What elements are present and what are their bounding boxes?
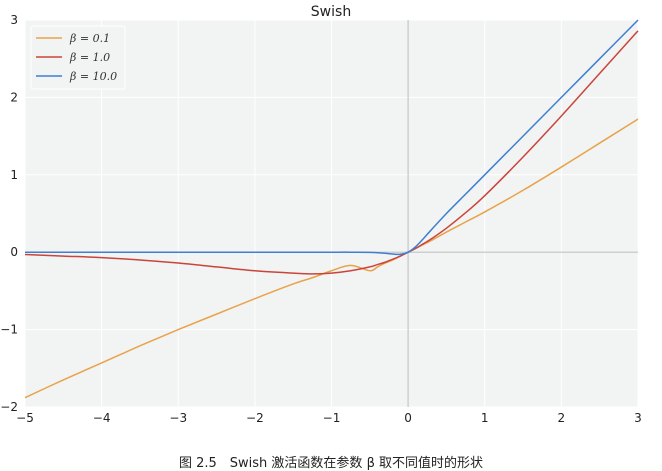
- x-tick-label: −4: [93, 411, 111, 425]
- y-tick-label: −1: [0, 323, 18, 337]
- x-tick-label: −2: [246, 411, 264, 425]
- legend-box: [30, 25, 126, 90]
- x-tick-label: 0: [404, 411, 412, 425]
- x-tick-label: 1: [481, 411, 489, 425]
- x-tick-label: 3: [634, 411, 642, 425]
- grid: [24, 19, 639, 408]
- legend: β = 0.1 β = 1.0 β = 10.0: [30, 25, 126, 90]
- x-tick-label: −1: [323, 411, 341, 425]
- x-tick-label: −3: [169, 411, 187, 425]
- series-line-2: [24, 19, 639, 256]
- figure-caption: 图 2.5 Swish 激活函数在参数 β 取不同值时的形状: [178, 456, 483, 471]
- chart-title: Swish: [311, 4, 351, 20]
- y-tick-label: −2: [0, 400, 18, 414]
- x-tick-label: −5: [16, 411, 34, 425]
- legend-label: β = 0.1: [69, 32, 110, 45]
- series-line-1: [24, 30, 639, 275]
- y-tick-labels: −2 −1 0 1 2 3: [0, 13, 18, 414]
- y-tick-label: 3: [10, 13, 18, 27]
- legend-label: β = 10.0: [69, 70, 117, 83]
- y-tick-label: 0: [10, 245, 18, 259]
- y-tick-label: 1: [10, 168, 18, 182]
- y-tick-label: 2: [10, 90, 18, 104]
- series-lines: [24, 19, 639, 399]
- x-tick-label: 2: [558, 411, 566, 425]
- legend-label: β = 1.0: [69, 51, 110, 64]
- x-tick-labels: −5 −4 −3 −2 −1 0 1 2 3: [16, 411, 642, 425]
